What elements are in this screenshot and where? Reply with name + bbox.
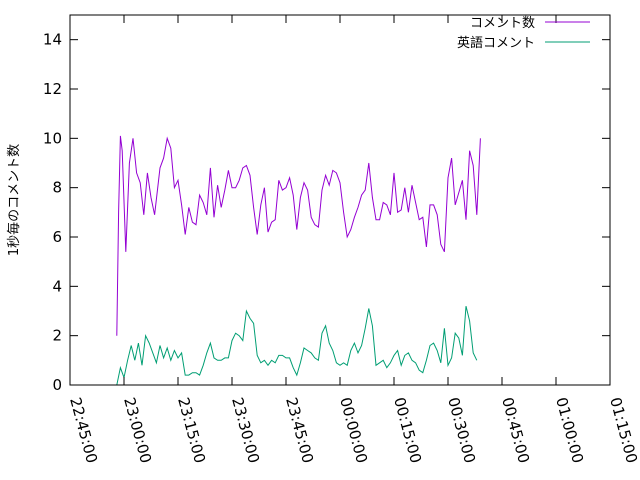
x-tick-label: 23:45:00	[282, 395, 317, 465]
x-tick-label: 00:15:00	[390, 395, 425, 465]
x-tick-label: 23:00:00	[120, 395, 155, 465]
x-tick-label: 00:30:00	[444, 395, 479, 465]
y-tick-label: 14	[43, 31, 62, 49]
y-axis-title: 1秒毎のコメント数	[6, 144, 22, 256]
x-tick-label: 23:15:00	[174, 395, 209, 465]
y-tick-label: 8	[52, 179, 62, 197]
y-tick-label: 4	[52, 277, 62, 295]
x-tick-label: 23:30:00	[228, 395, 263, 465]
y-tick-label: 2	[52, 327, 62, 345]
y-tick-label: 12	[43, 80, 62, 98]
x-tick-label: 01:00:00	[552, 395, 587, 465]
y-tick-label: 0	[52, 376, 62, 394]
legend-label-0: コメント数	[470, 16, 535, 31]
series-line-0	[116, 135, 481, 336]
x-tick-label: 01:15:00	[606, 395, 640, 465]
legend-label-1: 英語コメント	[457, 35, 535, 51]
x-tick-label: 00:00:00	[336, 395, 371, 465]
y-tick-label: 10	[43, 129, 62, 147]
x-tick-label: 22:45:00	[66, 395, 101, 465]
series-layer	[116, 135, 481, 386]
y-tick-label: 6	[52, 228, 62, 246]
series-line-1	[116, 305, 478, 386]
axis-layer: 0 2 4 6 8 10 12 14 22:45:00 23:00:00 23:15:00 23:30…	[43, 14, 640, 465]
x-tick-label: 00:45:00	[498, 395, 533, 465]
plot-frame	[69, 14, 611, 386]
